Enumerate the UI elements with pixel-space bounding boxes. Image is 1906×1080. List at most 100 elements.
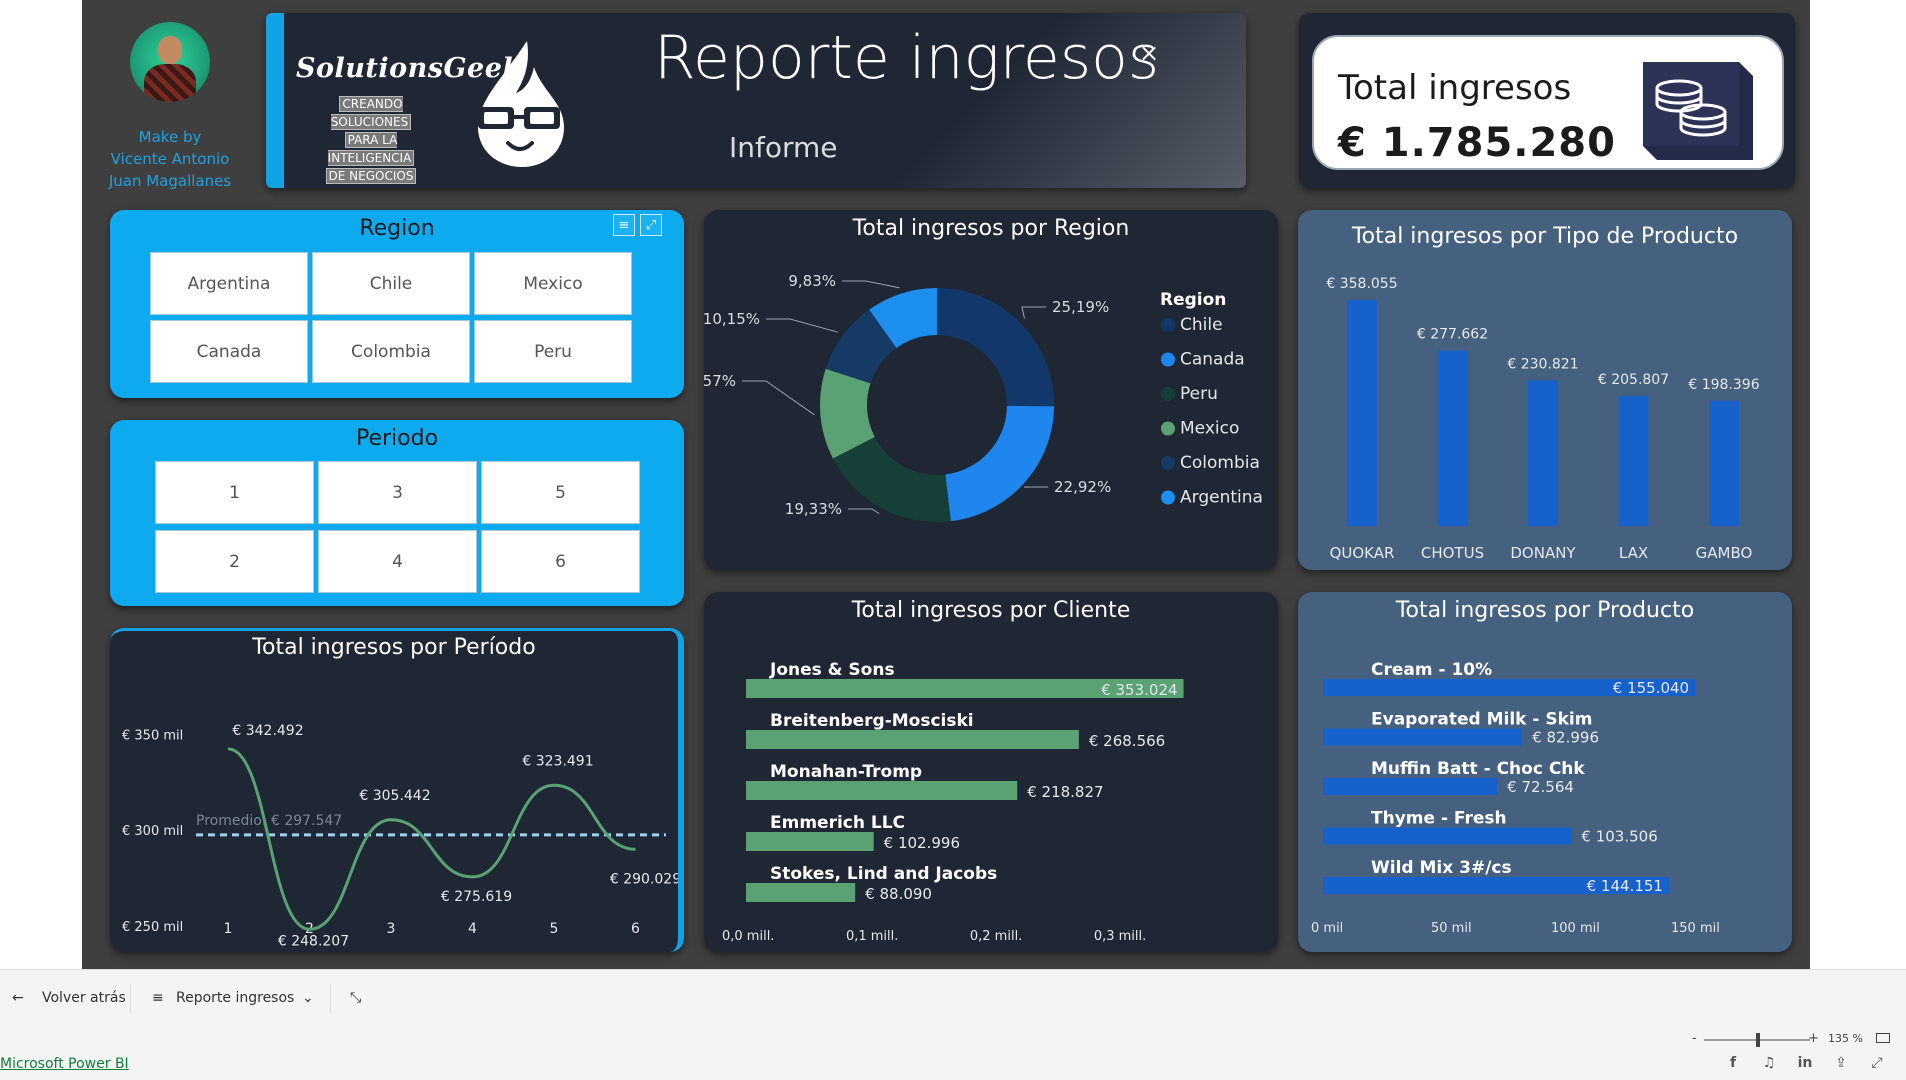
point-data-label: € 275.619 (441, 889, 512, 905)
exit-fullscreen-icon[interactable]: ⤡ (350, 990, 362, 1006)
bar (1323, 679, 1696, 696)
bar-data-label: € 230.821 (1507, 356, 1578, 372)
expand-icon[interactable]: ⤢ (1871, 1055, 1883, 1071)
periodo-slicer-title: Periodo (355, 426, 439, 451)
fit-page-icon[interactable] (1876, 1033, 1890, 1043)
bar (1323, 778, 1498, 795)
donut-data-label: 10,15% (704, 310, 760, 328)
donut-data-label: 25,19% (1052, 298, 1109, 316)
periodo-option-6[interactable]: 6 (481, 530, 640, 593)
report-title: Reporte ingresos (654, 23, 1160, 93)
legend-entry: Mexico (1180, 419, 1239, 439)
banner-sheen (826, 13, 1246, 188)
periodo-option-2[interactable]: 2 (155, 530, 314, 593)
region-option-colombia[interactable]: Colombia (312, 320, 470, 383)
x-tick-label: 0 mil (1311, 921, 1343, 936)
brand-tagline-line: CREANDO SOLUCIONES (330, 96, 412, 130)
category-label: Muffin Batt - Choc Chk (1371, 759, 1585, 779)
category-label: Evaporated Milk - Skim (1371, 710, 1592, 730)
region-donut-chart: Total ingresos por Region 25,19% 22,92% 19… (704, 210, 1278, 570)
zoom-slider-thumb[interactable] (1756, 1033, 1760, 1047)
brand-tagline: CREANDO SOLUCIONES PARA LA INTELIGENCIA … (308, 95, 434, 185)
region-option-mexico[interactable]: Mexico (474, 252, 632, 315)
legend-marker (1161, 387, 1175, 401)
x-tick-label: 0,2 mill. (970, 929, 1022, 944)
x-tick-label: 0,1 mill. (846, 929, 898, 944)
page-list-icon[interactable]: ≡ (152, 990, 164, 1006)
share-icon[interactable]: ⇪ (1835, 1055, 1847, 1071)
x-tick-label: 5 (550, 921, 559, 937)
producto-chart-title: Total ingresos por Producto (1395, 598, 1695, 623)
tipo-producto-chart-svg: € 358.055 QUOKAR € 277.662 CHOTUS € 230.821 D… (1326, 276, 1759, 562)
x-tick-label: 0,0 mill. (722, 929, 774, 944)
divider (130, 984, 131, 1014)
x-tick-label: LAX (1619, 544, 1648, 562)
bar (1323, 827, 1572, 845)
x-tick-label: 6 (631, 921, 640, 937)
focus-mode-icon[interactable]: ⤢ (640, 214, 662, 236)
cliente-chart-svg: Jones & Sons € 353.024 Breitenberg-Moscisk… (722, 660, 1184, 944)
region-option-canada[interactable]: Canada (150, 320, 308, 383)
series-line (227, 747, 636, 931)
kpi-title: Total ingresos (1338, 68, 1572, 108)
legend-title: Region (1160, 290, 1226, 310)
filter-icon[interactable]: ≡ (613, 214, 635, 236)
legend-marker (1161, 421, 1175, 436)
brand-name: SolutionsGeek (296, 53, 522, 84)
category-label: Thyme - Fresh (1371, 809, 1507, 829)
point-data-label: € 248.207 (278, 933, 349, 949)
report-subtitle: Informe (729, 131, 838, 164)
x-tick-label: CHOTUS (1421, 544, 1484, 562)
bar-data-label: € 102.996 (884, 834, 960, 852)
x-tick-label: 4 (468, 921, 477, 937)
x-tick-label: GAMBO (1696, 544, 1753, 562)
facebook-icon[interactable]: f (1729, 1055, 1737, 1071)
producto-chart-svg: Cream - 10% € 155.040 Evaporated Milk - Sk… (1311, 660, 1720, 936)
donut-slice (945, 405, 1054, 522)
periodo-option-1[interactable]: 1 (155, 461, 314, 524)
zoom-level: 135 % (1828, 1032, 1863, 1045)
bar (1528, 380, 1558, 526)
donut-data-label: 22,92% (1054, 478, 1111, 496)
donut-slice (825, 309, 897, 384)
category-label: Wild Mix 3#/cs (1371, 858, 1512, 878)
bar (1618, 396, 1649, 526)
back-arrow-icon[interactable]: ← (12, 990, 24, 1006)
page-selector[interactable]: Reporte ingresos (176, 990, 295, 1006)
legend-marker (1161, 490, 1175, 505)
avatar-head (158, 36, 182, 64)
legend-entry: Colombia (1180, 453, 1260, 473)
geek-logo-icon (478, 41, 564, 167)
donut-leader-line (766, 318, 839, 333)
legend-entry: Peru (1180, 384, 1218, 404)
powerbi-link[interactable]: Microsoft Power BI (0, 1056, 129, 1072)
periodo-option-3[interactable]: 3 (318, 461, 477, 524)
bar-data-label: € 103.506 (1581, 828, 1657, 846)
region-option-argentina[interactable]: Argentina (150, 252, 308, 315)
bar (1323, 728, 1523, 746)
zoom-out-button[interactable]: - (1692, 1031, 1697, 1046)
bar-data-label: € 144.151 (1587, 877, 1663, 895)
back-button[interactable]: Volver atrás (42, 990, 126, 1006)
region-option-peru[interactable]: Peru (474, 320, 632, 383)
bar (746, 781, 1018, 800)
periodo-option-5[interactable]: 5 (481, 461, 640, 524)
bar-data-label: € 82.996 (1532, 729, 1599, 747)
twitter-icon[interactable]: ♫ (1762, 1055, 1776, 1071)
x-tick-label: 50 mil (1431, 921, 1472, 936)
linkedin-icon[interactable]: in (1797, 1055, 1813, 1071)
close-icon[interactable]: × (1139, 39, 1160, 67)
legend-marker (1161, 352, 1175, 367)
chevron-down-icon[interactable]: ⌄ (302, 990, 314, 1006)
zoom-in-button[interactable]: + (1808, 1031, 1819, 1046)
tipo-producto-bar-chart: Total ingresos por Tipo de Producto € 35… (1298, 210, 1792, 570)
donut-data-label: 12,57% (704, 372, 736, 390)
region-option-chile[interactable]: Chile (312, 252, 470, 315)
bar-data-label: € 277.662 (1417, 327, 1488, 343)
periodo-option-4[interactable]: 4 (318, 530, 477, 593)
bar (1323, 877, 1669, 894)
x-tick-label: 1 (224, 921, 233, 937)
bar-data-label: € 198.396 (1688, 377, 1759, 393)
region-chart-title: Total ingresos por Region (852, 216, 1130, 241)
